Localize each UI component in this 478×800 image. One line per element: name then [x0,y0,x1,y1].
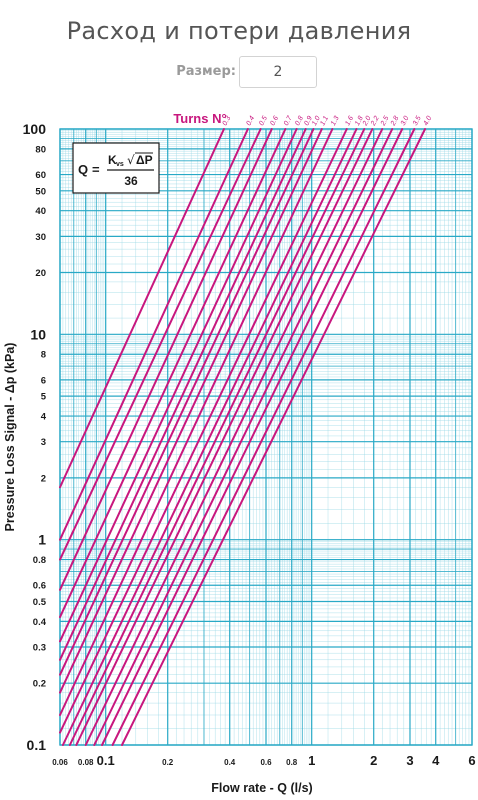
curve-3-0 [101,128,404,746]
x-tick-label: 0.4 [224,758,236,767]
x-tick-labels: 0.06 0.08 0.1 0.2 0.4 0.6 0.8 1 2 3 4 6 [52,753,475,768]
x-tick-label: 0.6 [260,758,272,767]
formula-eq: = [92,162,100,177]
formula-box: Q = K vs √ ΔP 36 [72,142,160,194]
y-tick-label: 5 [41,392,47,403]
y-tick-label: 0.1 [27,737,47,753]
curve-4-0 [121,128,427,746]
curves [59,128,427,746]
curve-2-0 [68,128,366,746]
curve-label: 0.6 [269,115,280,127]
x-tick-label: 0.2 [162,758,174,767]
curve-1-0 [59,128,315,676]
curve-1-6 [59,128,348,734]
curve-0-5 [59,128,262,561]
y-tick-label: 80 [35,144,46,155]
curve-label: 0.8 [294,115,305,127]
y-tick-label: 0.4 [33,617,47,628]
x-tick-label: 0.1 [97,753,115,768]
curve-2-2 [75,128,374,746]
y-tick-label: 0.6 [33,581,46,592]
y-tick-label: 6 [41,375,46,386]
curve-label: 0.4 [245,115,256,127]
size-input[interactable] [239,56,317,88]
y-tick-label: 3 [41,437,46,448]
curve-label: 2.0 [361,115,372,128]
x-tick-label: 0.08 [78,758,94,767]
y-tick-label: 0.5 [33,597,47,608]
y-tick-label: 100 [23,121,47,137]
y-tick-label: 0.2 [33,679,46,690]
y-tick-label: 60 [35,170,46,181]
y-tick-label: 40 [35,206,46,217]
curve-0-7 [59,128,287,619]
page-title: Расход и потери давления [66,17,412,46]
y-tick-label: 1 [38,532,46,548]
curve-3-5 [111,128,416,746]
x-tick-label: 6 [468,753,475,768]
formula-k-sub: vs [116,161,124,168]
curve-2-8 [93,128,394,746]
formula-dp: ΔP [136,153,153,167]
x-tick-label: 1 [308,753,315,768]
curve-1-3 [59,128,334,716]
curve-label: 2.5 [379,115,390,128]
curve-0-3 [59,128,225,489]
curve-0-6 [59,128,273,591]
y-tick-label: 0.3 [33,643,46,654]
curve-label: 1.3 [330,115,341,127]
curve-1-8 [61,128,358,746]
formula-k: K [108,153,117,167]
x-tick-label: 4 [432,753,440,768]
curve-0-9 [59,128,307,661]
curve-label: 1.6 [344,115,355,127]
x-tick-label: 0.8 [286,758,298,767]
curve-label: 2.8 [389,115,400,128]
curve-label: 1.8 [354,115,365,127]
formula-lhs: Q [78,162,88,177]
curve-2-5 [84,128,384,746]
curve-label: 3.5 [412,115,423,127]
y-tick-label: 20 [35,268,46,279]
x-tick-label: 2 [370,753,377,768]
y-tick-label: 50 [35,186,46,197]
x-tick-label: 3 [406,753,413,768]
y-tick-label: 30 [35,232,46,243]
curve-label: 2.2 [370,115,381,128]
curve-0-4 [59,128,249,541]
pressure-flow-chart: 0.3 0.4 0.5 0.6 0.7 0.80.91.01.1 1.3 1.61.82.02… [3,111,476,795]
curve-label: 0.9 [303,115,314,127]
curve-label: 4.0 [423,115,434,127]
y-tick-labels: 100 80 60 50 40 30 20 10 8 6 5 4 3 2 1 0.8 0.6 0.5 0.4 0.3 0… [23,121,47,753]
x-axis-label: Flow rate - Q (l/s) [211,781,312,795]
y-tick-label: 4 [41,412,47,423]
curve-label: 1.0 [311,115,322,127]
curve-label: 3.0 [400,115,411,127]
size-selector: Размер: [0,56,478,90]
curve-1-1 [59,128,323,694]
curve-label: 0.7 [283,114,294,127]
size-label: Размер: [176,64,236,79]
y-tick-label: 8 [41,350,46,361]
x-tick-label: 0.06 [52,758,68,767]
curve-label: 1.1 [319,115,330,127]
curve-label: 0.3 [222,115,233,127]
curve-0-8 [59,128,298,643]
plot-border [59,128,473,746]
y-axis-label: Pressure Loss Signal - Δp (kPa) [3,343,17,532]
curve-labels: 0.3 0.4 0.5 0.6 0.7 0.80.91.01.1 1.3 1.61.82.02… [222,114,434,128]
formula-denominator: 36 [124,174,138,188]
curve-label: 0.5 [258,115,269,127]
legend-title: Turns N° [173,111,226,126]
y-tick-label: 2 [41,473,46,484]
formula-sqrt: √ [127,153,135,167]
y-tick-label: 0.8 [33,555,46,566]
y-tick-label: 10 [30,326,46,342]
